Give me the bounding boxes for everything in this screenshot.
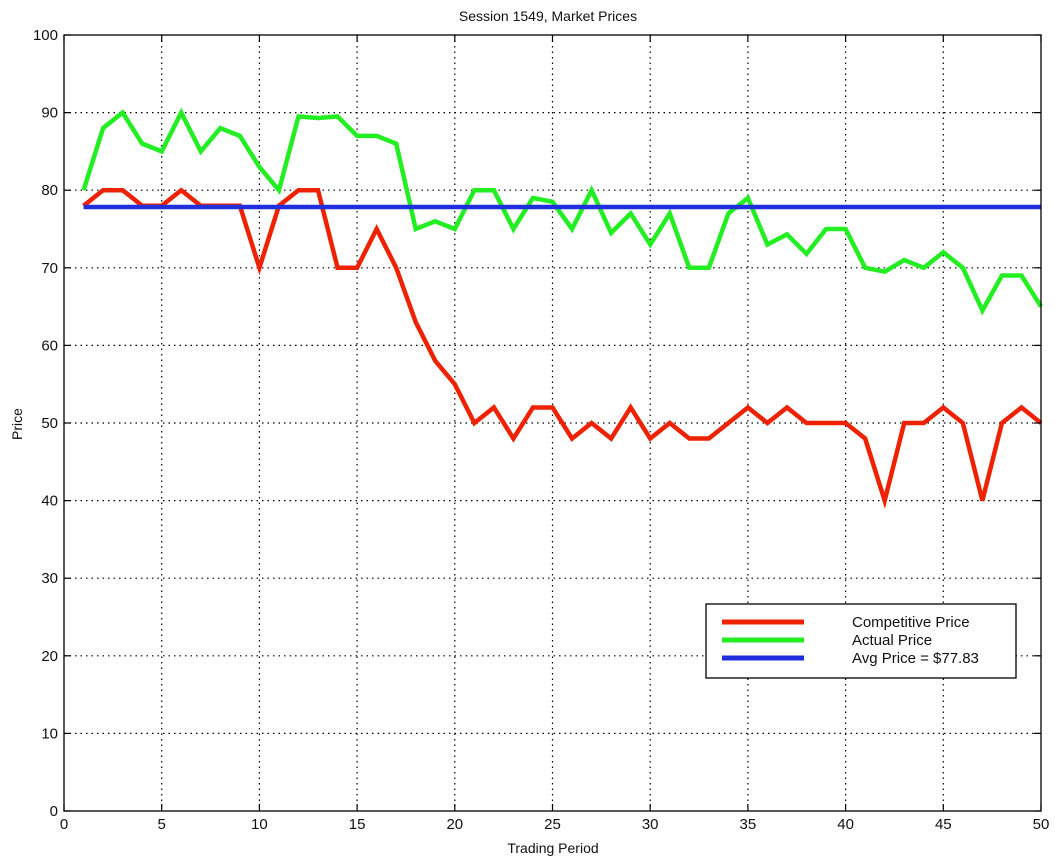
- y-tick-label: 10: [41, 725, 58, 742]
- y-tick-label: 60: [41, 337, 58, 354]
- legend: Competitive Price Actual Price Avg Price…: [705, 603, 1017, 679]
- y-tick-label: 50: [41, 415, 58, 432]
- legend-label-competitive: Competitive Price: [852, 614, 970, 631]
- legend-label-actual: Actual Price: [852, 632, 932, 649]
- y-tick-label: 100: [33, 27, 58, 44]
- y-tick-label: 30: [41, 570, 58, 587]
- y-tick-label: 90: [41, 105, 58, 122]
- x-tick-label: 50: [1033, 816, 1050, 833]
- x-tick-label: 5: [158, 816, 166, 833]
- x-tick-label: 0: [60, 816, 68, 833]
- y-axis-label: Price: [9, 408, 25, 440]
- series-lines: [81, 107, 1043, 509]
- y-tick-label: 80: [41, 182, 58, 199]
- chart-title: Session 1549, Market Prices: [459, 8, 637, 24]
- x-axis-label: Trading Period: [507, 840, 598, 856]
- y-tick-label: 20: [41, 648, 58, 665]
- axis-ticks: 0 5 10 15 20 25 30 35 40 45 50 0 10 20 30 40 50 60 70 80 90 1…: [33, 27, 1049, 833]
- x-tick-label: 10: [251, 816, 268, 833]
- grid-lines: [64, 35, 1041, 811]
- x-tick-label: 45: [935, 816, 952, 833]
- legend-label-average: Avg Price = $77.83: [852, 650, 979, 667]
- x-tick-label: 30: [642, 816, 659, 833]
- y-tick-label: 0: [50, 803, 58, 820]
- x-tick-label: 35: [740, 816, 757, 833]
- x-tick-label: 25: [544, 816, 561, 833]
- x-tick-label: 40: [837, 816, 854, 833]
- series-line-competitive-price: [82, 187, 1043, 509]
- x-tick-label: 20: [446, 816, 463, 833]
- y-tick-label: 40: [41, 493, 58, 510]
- y-tick-label: 70: [41, 260, 58, 277]
- x-tick-label: 15: [349, 816, 366, 833]
- series-line-actual-price: [81, 107, 1043, 316]
